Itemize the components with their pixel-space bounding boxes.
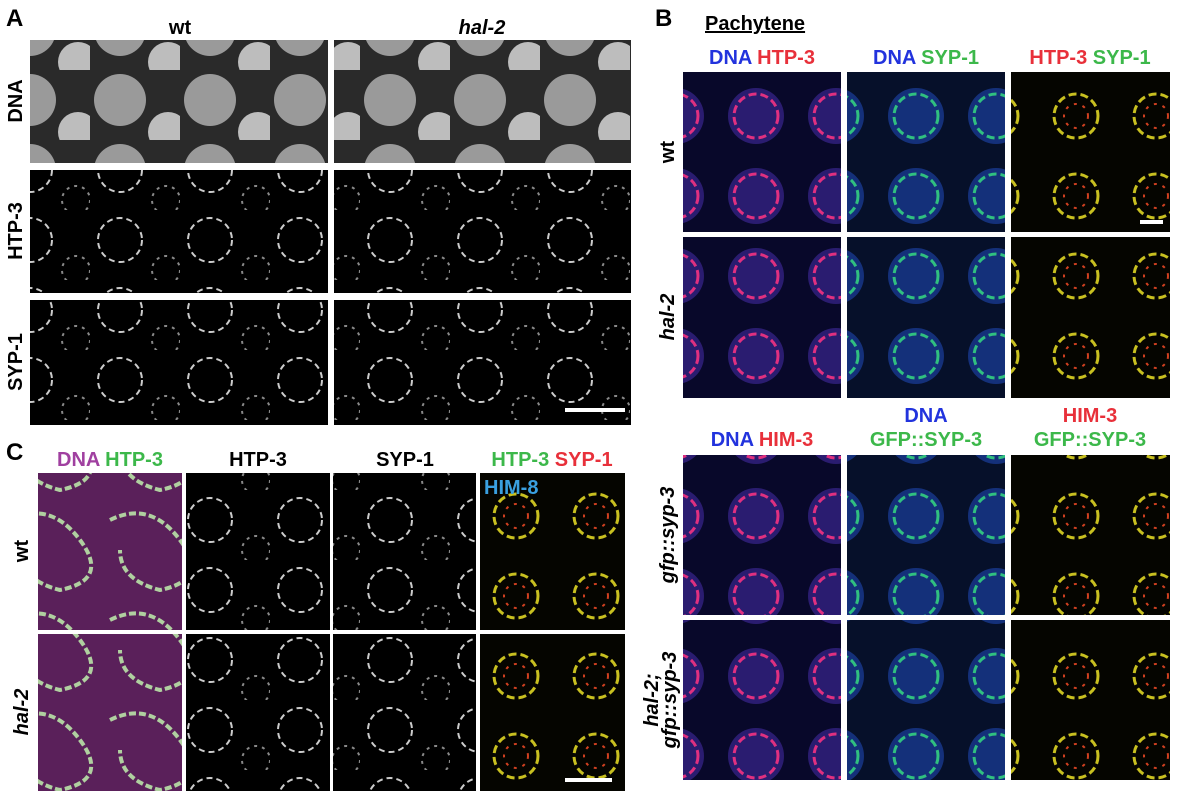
micrograph [847, 237, 1005, 398]
column-header: HIM-3 [1063, 405, 1117, 427]
micrograph [683, 620, 841, 780]
micrograph [1011, 72, 1170, 232]
micrograph [480, 473, 625, 630]
micrograph [683, 455, 841, 615]
column-header: HTP-3 SYP-1 [1029, 47, 1150, 69]
column-header: DNA HTP-3 [709, 47, 815, 69]
row-label: gfp::syp-3 [657, 487, 679, 585]
micrograph [30, 170, 328, 293]
column-header: GFP::SYP-3 [1034, 429, 1146, 451]
micrograph [186, 634, 330, 791]
micrograph [1011, 237, 1170, 398]
column-header: wt [168, 17, 192, 39]
micrograph [1011, 455, 1170, 615]
row-label: DNA [5, 79, 27, 122]
column-header: DNA HTP-3 [57, 449, 163, 471]
micrograph [30, 40, 328, 163]
row-label: HTP-3 [5, 202, 27, 260]
micrograph [847, 72, 1005, 232]
micrograph [186, 473, 330, 630]
micrographs [30, 40, 1170, 791]
row-label: wt [11, 540, 33, 564]
micrograph [334, 40, 631, 163]
micrograph [683, 72, 841, 232]
micrograph [333, 634, 476, 791]
micrograph [683, 237, 841, 398]
row-label: hal-2 [11, 689, 33, 736]
micrograph [38, 634, 182, 791]
column-header: GFP::SYP-3 [870, 429, 982, 451]
micrograph [1011, 620, 1170, 780]
micrograph [334, 170, 631, 293]
column-header: HIM-8 [484, 477, 538, 499]
column-header: HTP-3 [229, 449, 287, 471]
micrograph [333, 473, 476, 630]
column-header: hal-2 [459, 17, 506, 39]
micrograph [38, 473, 182, 630]
column-header: DNA [904, 405, 947, 427]
row-label: hal-2 [657, 294, 679, 341]
micrograph [847, 620, 1005, 780]
micrograph [334, 300, 631, 425]
column-header: SYP-1 [376, 449, 434, 471]
row-label: wt [657, 141, 679, 165]
stage-title: Pachytene [705, 13, 805, 35]
row-label: gfp::syp-3 [659, 652, 681, 750]
panel-label: C [6, 439, 23, 466]
micrograph [480, 634, 625, 791]
column-header: DNA HIM-3 [711, 429, 814, 451]
column-header: DNA SYP-1 [873, 47, 979, 69]
panel-label: B [655, 5, 672, 32]
row-label: hal-2; [641, 673, 663, 726]
row-label: SYP-1 [5, 333, 27, 391]
micrograph [30, 300, 328, 425]
column-header: HTP-3 SYP-1 [491, 449, 612, 471]
micrograph [847, 455, 1005, 615]
panel-label: A [6, 5, 23, 32]
